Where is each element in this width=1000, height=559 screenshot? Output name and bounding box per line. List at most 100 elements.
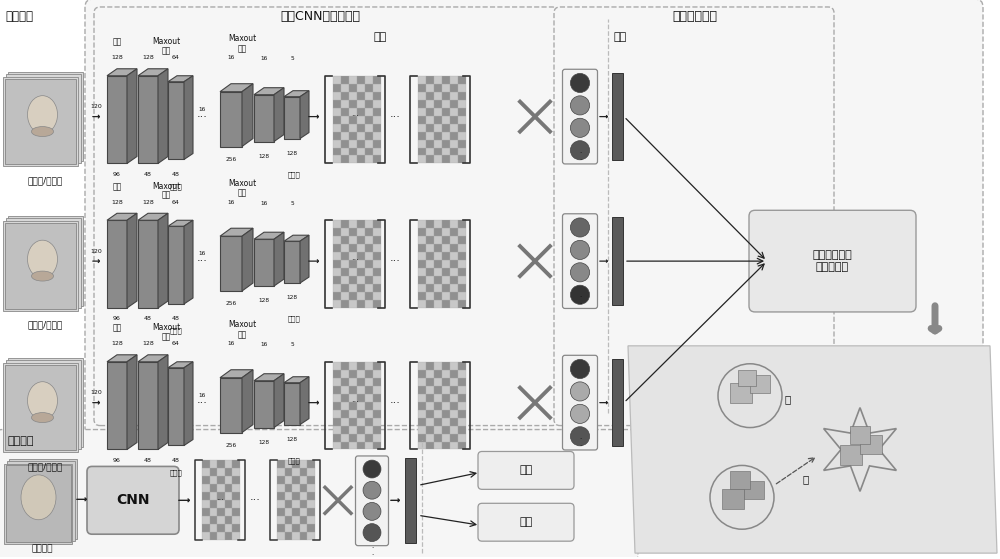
Bar <box>418 394 426 402</box>
Bar <box>458 425 466 434</box>
Bar <box>418 252 426 260</box>
Ellipse shape <box>32 413 54 423</box>
Bar <box>202 524 210 532</box>
Bar <box>418 84 426 92</box>
Bar <box>373 140 381 148</box>
Bar <box>365 140 373 148</box>
Bar <box>277 532 285 540</box>
Polygon shape <box>242 369 253 433</box>
Bar <box>365 410 373 418</box>
Text: 128: 128 <box>286 296 298 301</box>
Bar <box>9 459 77 539</box>
Bar <box>202 492 210 500</box>
Text: 网络: 网络 <box>237 189 247 198</box>
Text: 最大池: 最大池 <box>170 183 182 190</box>
Text: ···: ··· <box>390 256 400 266</box>
Polygon shape <box>274 88 284 141</box>
Circle shape <box>363 524 381 542</box>
Bar <box>307 468 315 476</box>
Bar <box>442 100 450 108</box>
Bar <box>285 476 292 484</box>
Bar <box>357 284 365 292</box>
Text: 最大池: 最大池 <box>170 469 182 476</box>
Bar <box>365 148 373 155</box>
Bar <box>341 244 349 252</box>
Polygon shape <box>254 94 274 141</box>
Polygon shape <box>138 355 168 362</box>
Bar <box>860 434 882 454</box>
Bar <box>373 252 381 260</box>
Bar <box>333 244 341 252</box>
Bar <box>434 155 442 163</box>
Bar <box>458 268 466 276</box>
Text: 16: 16 <box>260 342 268 347</box>
Bar <box>349 260 357 268</box>
Bar <box>442 402 450 410</box>
Polygon shape <box>107 69 137 75</box>
Text: Maxout: Maxout <box>228 179 256 188</box>
Text: Maxout: Maxout <box>228 320 256 329</box>
Bar <box>333 362 341 369</box>
Bar <box>373 92 381 100</box>
Bar <box>442 220 450 228</box>
Bar <box>341 386 349 394</box>
Bar <box>373 402 381 410</box>
Bar <box>365 75 373 84</box>
Bar <box>277 468 285 476</box>
Polygon shape <box>107 214 137 220</box>
Bar <box>373 386 381 394</box>
Bar <box>285 532 292 540</box>
Bar <box>450 92 458 100</box>
Text: 网络: 网络 <box>161 46 171 55</box>
Bar <box>418 425 426 434</box>
Text: ···: ··· <box>197 112 207 122</box>
Bar <box>458 434 466 442</box>
Bar <box>341 131 349 140</box>
Circle shape <box>570 359 590 378</box>
Text: 128: 128 <box>286 437 298 442</box>
Bar <box>333 394 341 402</box>
Bar <box>202 468 210 476</box>
Bar <box>5 79 76 164</box>
Bar <box>210 468 217 476</box>
Bar <box>418 284 426 292</box>
Bar <box>5 365 76 451</box>
Bar <box>373 108 381 116</box>
Bar <box>442 252 450 260</box>
Bar <box>434 410 442 418</box>
Bar <box>434 84 442 92</box>
Bar <box>349 276 357 284</box>
Bar <box>341 276 349 284</box>
Bar <box>434 236 442 244</box>
Bar <box>5 223 76 309</box>
Bar <box>458 300 466 308</box>
Bar <box>373 362 381 369</box>
Text: 记忆注意权重: 记忆注意权重 <box>672 11 718 23</box>
Bar <box>292 500 300 508</box>
Ellipse shape <box>32 126 54 136</box>
Bar <box>418 260 426 268</box>
Bar <box>442 131 450 140</box>
Circle shape <box>570 285 590 304</box>
Text: 16: 16 <box>227 55 235 60</box>
Text: 96: 96 <box>113 458 121 463</box>
Bar <box>217 468 225 476</box>
Bar <box>434 220 442 228</box>
Text: 测试阶段: 测试阶段 <box>8 437 34 447</box>
Polygon shape <box>168 362 193 368</box>
Bar <box>365 155 373 163</box>
Bar <box>232 517 240 524</box>
Bar <box>202 484 210 492</box>
Ellipse shape <box>28 96 58 134</box>
Text: 正视频/图像集: 正视频/图像集 <box>27 320 63 329</box>
Bar <box>365 378 373 386</box>
Bar <box>442 124 450 131</box>
Bar <box>349 84 357 92</box>
Bar <box>450 124 458 131</box>
Bar <box>333 131 341 140</box>
Bar <box>225 500 232 508</box>
Bar <box>202 500 210 508</box>
Bar <box>341 75 349 84</box>
Bar <box>365 292 373 300</box>
Bar <box>292 532 300 540</box>
